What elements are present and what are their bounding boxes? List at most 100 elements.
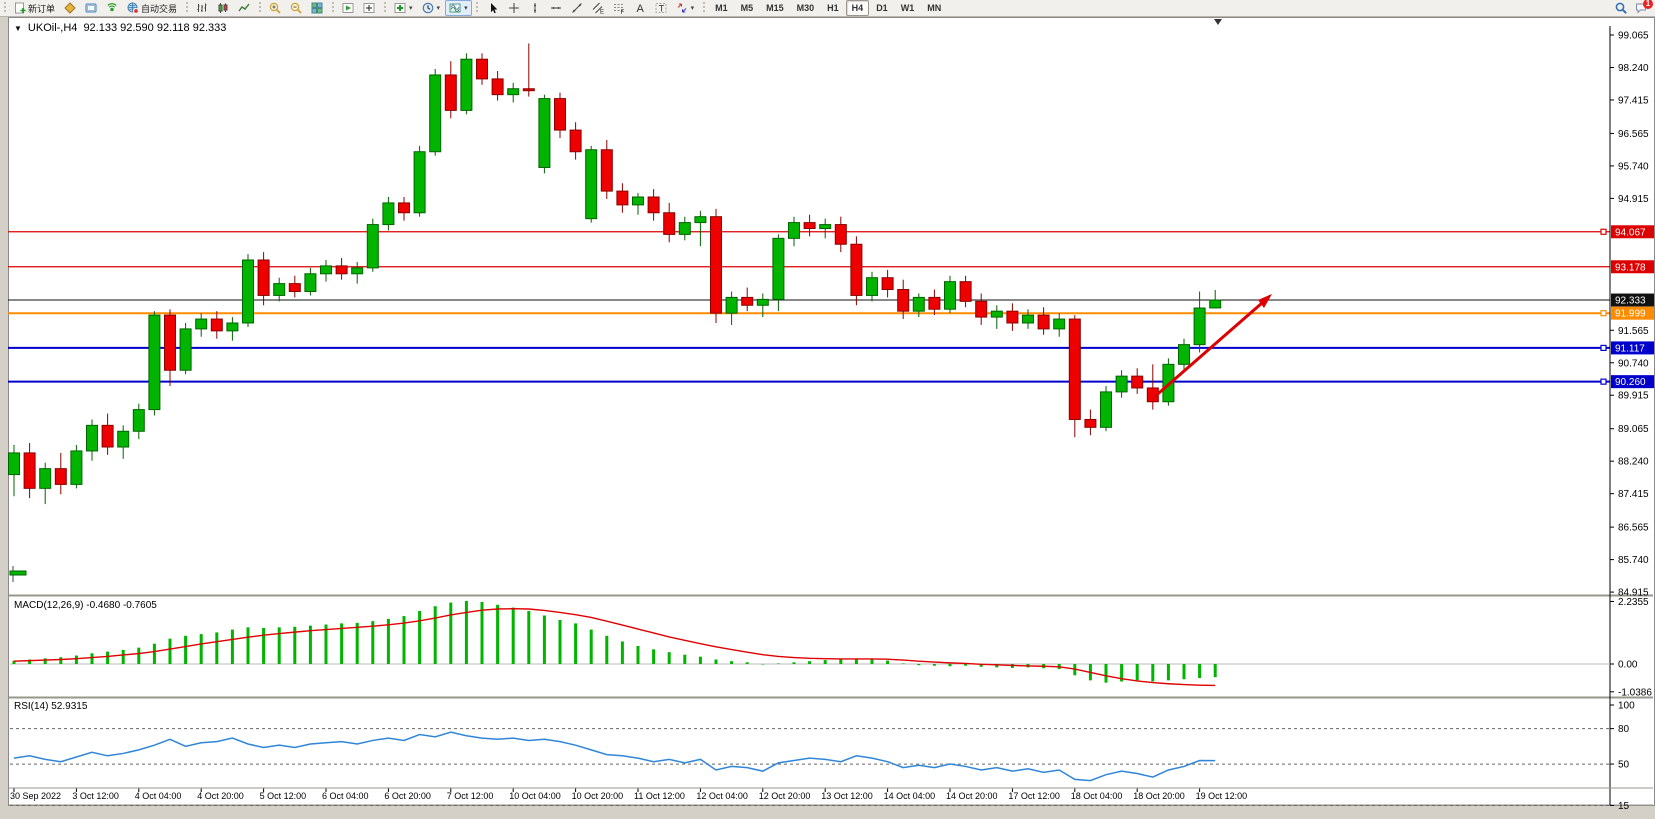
candle-body [117, 430, 130, 448]
candle-body [928, 296, 941, 310]
candlestick-chart-button[interactable] [213, 0, 233, 16]
price-badge-label: 92.333 [1615, 296, 1646, 307]
timeframe-button-m30[interactable]: M30 [796, 3, 815, 13]
crosshair-button[interactable] [504, 0, 524, 16]
line-anchor-handle[interactable] [1600, 228, 1607, 235]
date-tick-label: 17 Oct 12:00 [1008, 791, 1060, 801]
toolbar-grip[interactable] [2, 2, 7, 14]
period-button[interactable]: ▾ [418, 0, 445, 16]
level-lines-group [8, 228, 1610, 385]
candle-body [54, 468, 67, 485]
auto-trading-button[interactable]: 自动交易 [123, 0, 181, 16]
candle-body [741, 296, 754, 306]
search-button[interactable] [1611, 0, 1631, 16]
timeframe-button-m15[interactable]: M15 [766, 3, 784, 13]
date-tick-label: 14 Oct 04:00 [884, 791, 936, 801]
timeframe-button-d1[interactable]: D1 [876, 3, 888, 13]
candle-body [1084, 418, 1097, 428]
signals-button[interactable] [102, 0, 122, 16]
candle-body [382, 202, 395, 226]
fibonacci-button[interactable]: F [609, 0, 629, 16]
timeframe-button-m1[interactable]: M1 [715, 3, 728, 13]
notification-badge: 1 [1643, 0, 1653, 9]
auto-scroll-button[interactable] [338, 0, 358, 16]
date-tick-label: 18 Oct 20:00 [1133, 791, 1185, 801]
add-indicator-button[interactable]: ▾ [390, 0, 417, 16]
bar-chart-button[interactable] [192, 0, 212, 16]
date-tick-label: 5 Oct 12:00 [260, 791, 307, 801]
dropdown-caret-icon[interactable]: ▾ [409, 5, 413, 12]
new-order-button[interactable]: 新订单 [10, 0, 59, 16]
text-button[interactable]: A [630, 0, 650, 16]
price-tick-label: 86.565 [1618, 523, 1649, 534]
price-tick-label: 87.415 [1618, 489, 1649, 500]
dropdown-caret-icon[interactable]: ▾ [436, 5, 441, 12]
date-tick-label: 4 Oct 04:00 [135, 791, 182, 801]
fibo-icon: F [613, 4, 624, 14]
horizontal-line-button[interactable] [546, 0, 566, 16]
candle-body [101, 424, 114, 448]
timeframe-button-h4[interactable]: H4 [845, 0, 870, 16]
rsi-line [13, 731, 1216, 782]
macd-axis-label: -1.0386 [1618, 687, 1652, 698]
price-tick-label: 85.740 [1618, 555, 1649, 566]
date-tick-label: 30 Sep 2022 [10, 791, 61, 801]
chart-profile-button[interactable] [60, 0, 80, 16]
candle-body [226, 322, 239, 332]
chart-symbol-period: UKOil-,H4 [27, 22, 78, 34]
notifications-button[interactable]: 1 [1631, 0, 1653, 16]
chart-shift-button[interactable] [359, 0, 379, 16]
candle-body [632, 196, 644, 206]
line-anchor-handle[interactable] [1600, 378, 1607, 385]
candle-body [257, 259, 270, 296]
trendline-button[interactable] [567, 0, 587, 16]
candle-body [944, 281, 956, 310]
trend-arrow-head[interactable] [1258, 294, 1272, 308]
timeframe-button-m5[interactable]: M5 [740, 3, 754, 13]
candle-body [195, 318, 208, 330]
toolbar-grip[interactable] [257, 2, 263, 14]
timeframe-button-mn[interactable]: MN [927, 3, 942, 13]
toolbar-grip[interactable] [701, 2, 707, 14]
line-anchor-handle[interactable] [1600, 310, 1607, 317]
dropdown-caret-icon[interactable]: ▾ [690, 5, 695, 12]
candle-body [538, 98, 551, 168]
timeframe-button-h1[interactable]: H1 [827, 3, 839, 13]
price-tick-label: 89.065 [1618, 424, 1649, 435]
template-button[interactable]: ▾ [445, 0, 472, 16]
arrows-button[interactable]: ▾ [672, 0, 699, 16]
candle-body [1193, 307, 1206, 346]
dropdown-caret-icon[interactable]: ▾ [464, 5, 468, 12]
zoom-in-button[interactable] [265, 0, 285, 16]
chart-shift-marker[interactable] [1214, 19, 1222, 25]
indicator-box-icon [449, 3, 461, 13]
vertical-line-button[interactable] [525, 0, 545, 16]
equidistant-channel-button[interactable]: E [588, 0, 608, 16]
line-chart-button[interactable] [234, 0, 254, 16]
timeframe-button-w1[interactable]: W1 [900, 3, 915, 13]
trend-arrow-line[interactable] [1151, 301, 1263, 401]
tile-windows-button[interactable] [307, 0, 327, 16]
chart-menu-icon[interactable]: ▼ [14, 23, 22, 33]
toolbar-grip[interactable] [474, 2, 480, 14]
svg-text:F: F [620, 10, 624, 14]
candle-body [1115, 375, 1128, 393]
candle-body [522, 88, 535, 92]
svg-text:A: A [636, 3, 644, 14]
candle-body [273, 283, 286, 296]
zoom-out-button[interactable] [286, 0, 306, 16]
toolbar-grip[interactable] [382, 2, 388, 14]
candle-body [897, 289, 910, 312]
profile-prev-icon [363, 3, 375, 13]
terminal-button[interactable] [81, 0, 101, 16]
candle-body [210, 318, 223, 332]
line-anchor-handle[interactable] [1600, 344, 1607, 352]
toolbar-grip[interactable] [184, 2, 190, 14]
channel-icon: E [592, 2, 604, 14]
candle-body [1068, 318, 1081, 420]
cursor-button[interactable] [483, 0, 503, 16]
text-label-button[interactable]: T [651, 0, 671, 16]
toolbar-grip[interactable] [330, 2, 336, 14]
price-tick-label: 97.415 [1618, 95, 1649, 106]
